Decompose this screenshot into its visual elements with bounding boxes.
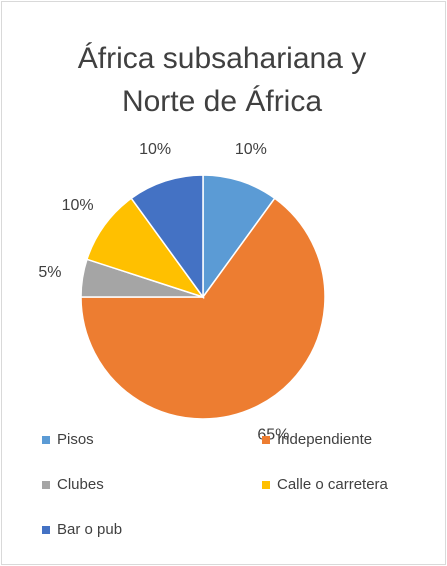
legend-swatch [262, 436, 270, 444]
legend-swatch [42, 481, 50, 489]
data-label: 10% [235, 141, 267, 158]
legend-swatch [42, 436, 50, 444]
legend-label: Independiente [277, 431, 372, 448]
pie-slice [130, 174, 204, 300]
data-label: 5% [38, 264, 61, 281]
chart-title: África subsahariana y [78, 42, 367, 75]
legend-label: Clubes [57, 476, 104, 493]
chart-title: Norte de África [122, 85, 322, 118]
legend-swatch [262, 481, 270, 489]
pie-slice [202, 174, 276, 300]
pie-slice [80, 197, 326, 420]
legend-label: Calle o carretera [277, 476, 389, 493]
legend-label: Pisos [57, 431, 94, 448]
legend-swatch [42, 526, 50, 534]
legend-label: Bar o pub [57, 521, 122, 538]
data-label: 10% [139, 141, 171, 158]
data-label: 10% [62, 197, 94, 214]
pie-slice [86, 197, 205, 299]
